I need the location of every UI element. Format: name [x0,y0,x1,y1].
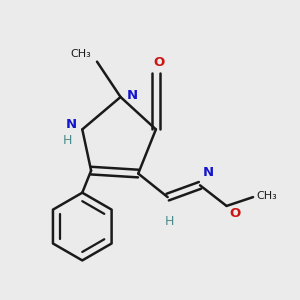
Text: H: H [164,215,174,228]
Text: O: O [230,207,241,220]
Text: CH₃: CH₃ [256,190,277,201]
Text: N: N [65,118,76,131]
Text: N: N [126,89,138,102]
Text: H: H [63,134,72,147]
Text: CH₃: CH₃ [70,49,91,59]
Text: N: N [203,167,214,179]
Text: O: O [153,56,164,69]
